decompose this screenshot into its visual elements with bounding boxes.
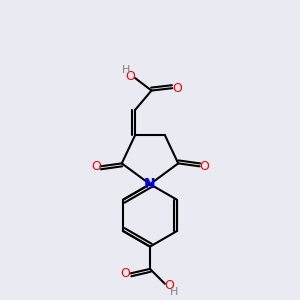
Text: O: O: [173, 82, 183, 95]
Text: O: O: [126, 70, 136, 83]
Text: H: H: [122, 65, 130, 75]
Text: O: O: [91, 160, 101, 173]
Text: O: O: [120, 267, 130, 280]
Text: N: N: [144, 177, 156, 191]
Text: H: H: [170, 287, 178, 297]
Text: O: O: [199, 160, 209, 173]
Text: O: O: [164, 279, 174, 292]
